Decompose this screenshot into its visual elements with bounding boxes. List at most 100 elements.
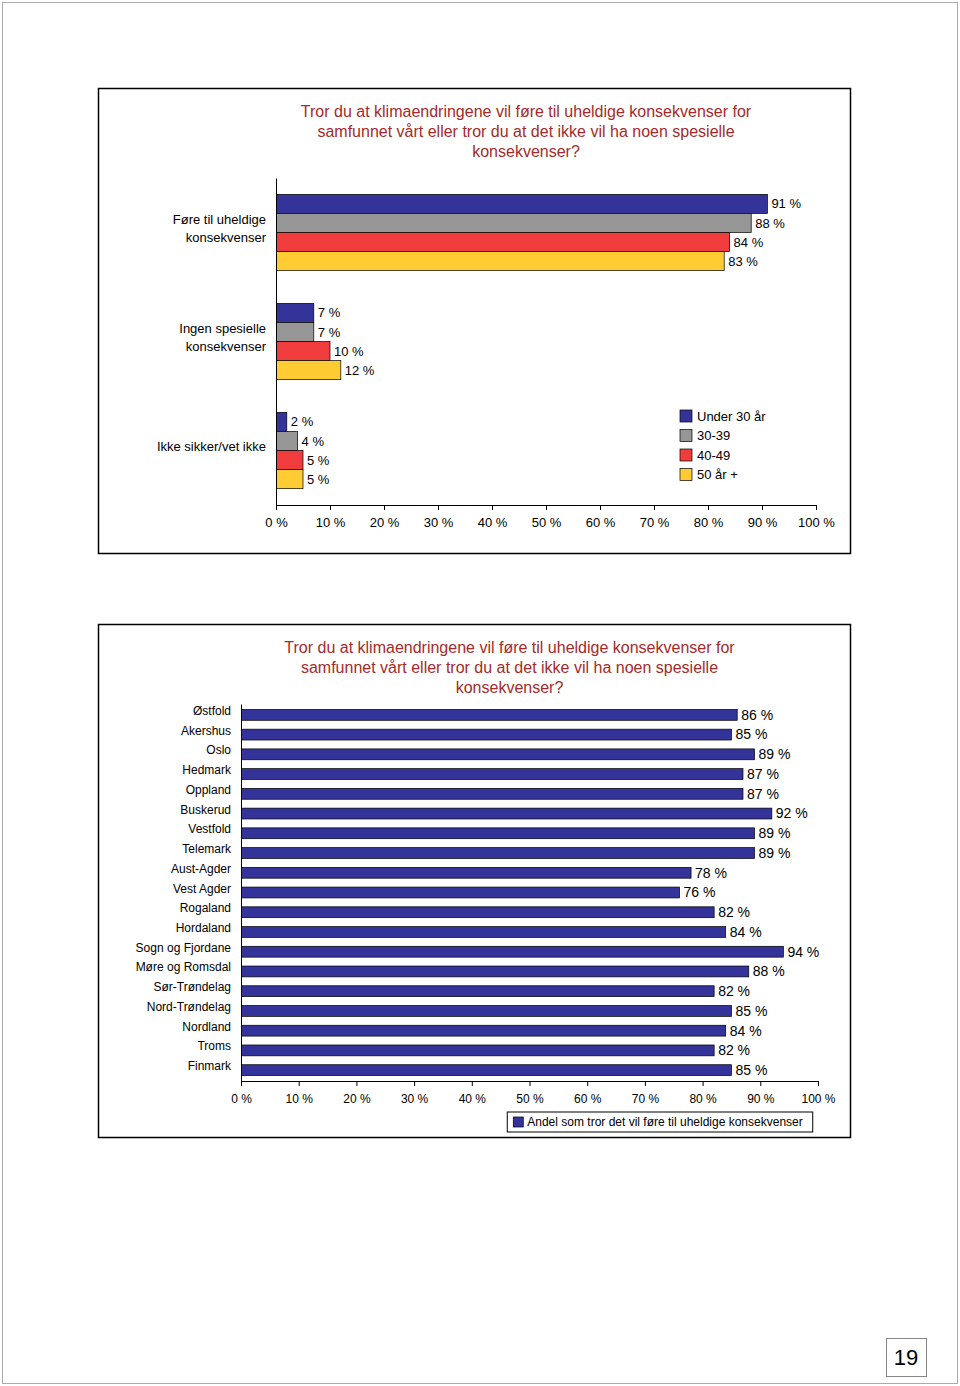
bar xyxy=(241,907,714,918)
tick-label: 0 % xyxy=(265,515,288,530)
tick-mark xyxy=(241,1081,242,1086)
data-label: 91 % xyxy=(771,196,801,211)
tick-label: 20 % xyxy=(343,1092,371,1106)
legend-swatch xyxy=(513,1117,523,1127)
text-line: konsekvenser? xyxy=(456,679,564,696)
tick: Føre til uheldigekonsekvenser xyxy=(173,212,267,245)
tick-mark xyxy=(384,505,385,510)
tick: 50 % xyxy=(532,505,562,530)
tick: 90 % xyxy=(748,505,778,530)
data-label: 82 % xyxy=(718,904,750,920)
tick: 90 % xyxy=(747,1081,775,1106)
tick-label: 60 % xyxy=(586,515,616,530)
category-label: Buskerud xyxy=(180,803,231,817)
data-label: 85 % xyxy=(735,726,767,742)
category-label: Nordland xyxy=(182,1020,231,1034)
bar xyxy=(276,451,303,470)
tick: 20 % xyxy=(343,1081,371,1106)
text-line: Ikke sikker/vet ikke xyxy=(157,439,266,454)
bar xyxy=(241,867,691,878)
tick-mark xyxy=(760,1081,761,1086)
tick: Troms xyxy=(197,1039,231,1053)
text-line: Troms xyxy=(197,1039,231,1053)
text-line: Finmark xyxy=(188,1059,232,1073)
bar xyxy=(241,828,755,839)
tick-label: 30 % xyxy=(401,1092,429,1106)
category-label: Aust-Agder xyxy=(171,862,231,876)
legend-swatch xyxy=(680,469,692,481)
text-line: Oslo xyxy=(206,743,231,757)
x-axis: 0 %10 %20 %30 %40 %50 %60 %70 %80 %90 %1… xyxy=(265,505,835,530)
data-label: 94 % xyxy=(787,944,819,960)
tick-label: 10 % xyxy=(286,1092,314,1106)
page-border xyxy=(3,3,958,1384)
tick: Oppland xyxy=(186,783,231,797)
bar xyxy=(241,769,743,780)
data-label: 84 % xyxy=(734,235,764,250)
text-line: Tror du at klimaendringene vil føre til … xyxy=(301,103,752,120)
tick: Ingen spesiellekonsekvenser xyxy=(179,321,266,354)
bar xyxy=(241,887,680,898)
data-label: 89 % xyxy=(759,825,791,841)
bar xyxy=(241,709,737,720)
bar xyxy=(276,233,730,252)
tick-label: 40 % xyxy=(459,1092,487,1106)
tick: Sogn og Fjordane xyxy=(136,941,232,955)
data-label: 86 % xyxy=(741,707,773,723)
tick-mark xyxy=(299,1081,300,1086)
data-label: 83 % xyxy=(728,254,758,269)
text-line: Sør-Trøndelag xyxy=(153,980,231,994)
bar xyxy=(241,966,749,977)
text-line: Vestfold xyxy=(188,822,231,836)
tick-mark xyxy=(414,1081,415,1086)
chart-frame xyxy=(99,625,851,1138)
tick: Buskerud xyxy=(180,803,231,817)
legend-label: 30-39 xyxy=(697,428,730,443)
data-label: 87 % xyxy=(747,786,779,802)
data-labels: 83 %12 %5 % xyxy=(307,254,758,487)
tick-mark xyxy=(330,505,331,510)
data-label: 7 % xyxy=(318,305,341,320)
tick: Oslo xyxy=(206,743,231,757)
legend-label: Andel som tror det vil føre til uheldige… xyxy=(527,1115,802,1129)
tick-label: 90 % xyxy=(748,515,778,530)
tick-label: 60 % xyxy=(574,1092,602,1106)
text-line: Nord-Trøndelag xyxy=(147,1000,231,1014)
bar xyxy=(241,1006,731,1017)
text-line: konsekvenser? xyxy=(472,143,580,160)
tick-mark xyxy=(587,1081,588,1086)
tick: Rogaland xyxy=(180,901,231,915)
text-line: Ingen spesielle xyxy=(179,321,266,336)
bar xyxy=(276,303,314,322)
bar xyxy=(241,848,755,859)
tick-mark xyxy=(530,1081,531,1086)
tick-mark xyxy=(438,505,439,510)
tick-label: 40 % xyxy=(478,515,508,530)
bar xyxy=(241,1045,714,1056)
tick: Vestfold xyxy=(188,822,231,836)
data-label: 87 % xyxy=(747,766,779,782)
tick: 30 % xyxy=(401,1081,429,1106)
legend: Under 30 år30-3940-4950 år + xyxy=(680,409,766,483)
tick-label: 50 % xyxy=(516,1092,544,1106)
bar xyxy=(241,808,772,819)
category-label: Nord-Trøndelag xyxy=(147,1000,231,1014)
category-label: Oppland xyxy=(186,783,231,797)
category-label: Føre til uheldigekonsekvenser xyxy=(173,212,267,245)
legend-swatch xyxy=(680,430,692,442)
legend-swatch xyxy=(680,449,692,461)
data-label: 7 % xyxy=(318,325,341,340)
bar xyxy=(241,749,755,760)
legend-label: 40-49 xyxy=(697,448,730,463)
bar xyxy=(276,412,287,431)
tick: 0 % xyxy=(265,505,288,530)
legend-frame xyxy=(507,1112,812,1132)
data-label: 4 % xyxy=(302,434,325,449)
bar xyxy=(276,431,298,450)
tick: Nord-Trøndelag xyxy=(147,1000,231,1014)
tick-mark xyxy=(546,505,547,510)
tick: 40 % xyxy=(478,505,508,530)
text-line: Sogn og Fjordane xyxy=(136,941,232,955)
chart-title: Tror du at klimaendringene vil føre til … xyxy=(284,639,735,696)
data-label: 10 % xyxy=(334,344,364,359)
